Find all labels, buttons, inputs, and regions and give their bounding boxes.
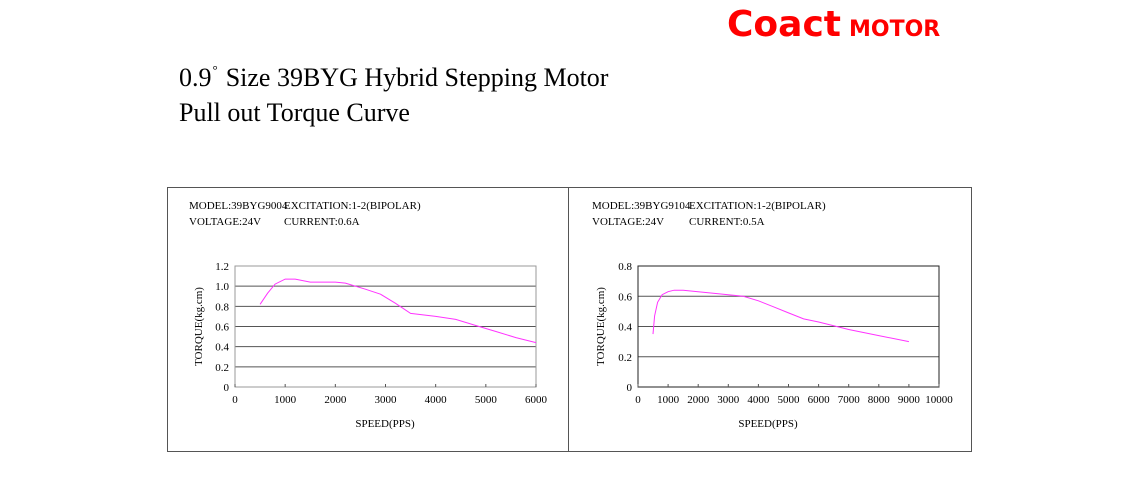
page-subtitle: Pull out Torque Curve: [179, 98, 410, 127]
x-tick-label: 1000: [657, 394, 680, 406]
y-tick-label: 0.6: [618, 291, 632, 303]
excitation-label: EXCITATION:1-2(BIPOLAR): [284, 200, 421, 212]
current-label: CURRENT:0.6A: [284, 216, 360, 228]
x-axis-label: SPEED(PPS): [355, 418, 415, 430]
page-title: 0.9° Size 39BYG Hybrid Stepping Motor: [179, 62, 608, 93]
brand-name: Coact: [727, 4, 841, 45]
brand-suffix: MOTOR: [849, 17, 941, 42]
degree-symbol: °: [212, 62, 218, 77]
x-tick-label: 3000: [717, 394, 740, 406]
y-tick-label: 1.2: [215, 261, 229, 273]
model-label: MODEL:39BYG9104: [592, 200, 691, 212]
title-size-value: 0.9: [179, 63, 212, 92]
x-tick-label: 0: [232, 394, 238, 406]
y-axis-label: TORQUE(kg.cm): [595, 287, 607, 366]
y-tick-label: 0.6: [215, 322, 229, 334]
x-tick-label: 6000: [525, 394, 548, 406]
x-tick-label: 9000: [898, 394, 921, 406]
x-tick-label: 5000: [475, 394, 498, 406]
y-tick-label: 0: [224, 382, 230, 394]
x-axis-label: SPEED(PPS): [738, 418, 798, 430]
torque-curve: [652, 289, 909, 343]
x-tick-label: 2000: [687, 394, 710, 406]
excitation-label: EXCITATION:1-2(BIPOLAR): [689, 200, 826, 212]
current-label: CURRENT:0.5A: [689, 216, 765, 228]
y-tick-label: 0: [627, 382, 633, 394]
title-text: Size 39BYG Hybrid Stepping Motor: [225, 63, 609, 92]
y-tick-label: 0.4: [215, 342, 229, 354]
y-tick-label: 0.8: [215, 301, 229, 313]
x-tick-label: 7000: [838, 394, 861, 406]
charts-divider: [568, 187, 569, 452]
x-tick-label: 8000: [868, 394, 891, 406]
x-tick-label: 0: [635, 394, 641, 406]
x-tick-label: 5000: [778, 394, 801, 406]
x-tick-label: 2000: [324, 394, 347, 406]
voltage-label: VOLTAGE:24V: [592, 216, 664, 228]
brand-logo: Coact MOTOR: [727, 4, 940, 45]
x-tick-label: 4000: [747, 394, 770, 406]
voltage-label: VOLTAGE:24V: [189, 216, 261, 228]
y-tick-label: 0.4: [618, 322, 632, 334]
y-tick-label: 0.8: [618, 261, 632, 273]
torque-curve: [259, 278, 537, 344]
y-tick-label: 0.2: [618, 352, 632, 364]
model-label: MODEL:39BYG9004: [189, 200, 288, 212]
y-tick-label: 1.0: [215, 281, 229, 293]
y-axis-label: TORQUE(kg.cm): [193, 287, 205, 366]
x-tick-label: 10000: [925, 394, 953, 406]
x-tick-label: 3000: [375, 394, 398, 406]
x-tick-label: 6000: [808, 394, 831, 406]
y-tick-label: 0.2: [215, 362, 229, 374]
x-tick-label: 1000: [274, 394, 297, 406]
x-tick-label: 4000: [425, 394, 448, 406]
charts-frame: [167, 187, 972, 452]
